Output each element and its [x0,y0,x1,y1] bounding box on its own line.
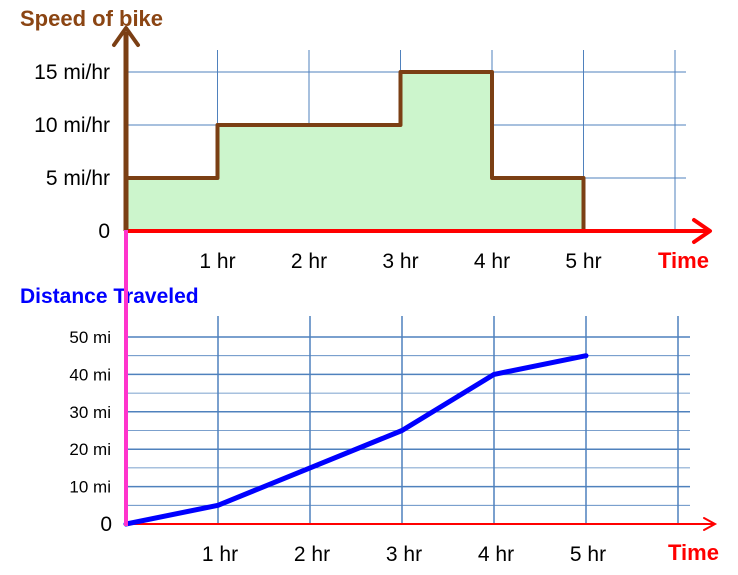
distance-x-tick-labels: 1 hr 2 hr 3 hr 4 hr 5 hr [202,543,606,566]
speed-y-tick-label: 10 mi/hr [34,114,110,137]
distance-line [123,353,589,527]
speed-y-tick-label: 5 mi/hr [46,167,110,190]
speed-y-tick-label: 15 mi/hr [34,61,110,84]
distance-x-axis-arrow-icon [703,517,718,531]
distance-y-tick-label: 20 mi [69,440,111,459]
distance-x-tick-label: 5 hr [570,543,606,566]
distance-x-tick-label: 3 hr [386,543,422,566]
speed-area-fill [126,72,584,231]
distance-x-axis-label: Time [668,540,719,565]
distance-y-tick-label: 30 mi [69,403,111,422]
speed-x-tick-label: 5 hr [565,250,601,273]
speed-x-tick-label: 3 hr [382,250,418,273]
speed-x-tick-labels: 1 hr 2 hr 3 hr 4 hr 5 hr [199,250,601,273]
distance-x-tick-label: 4 hr [478,543,514,566]
speed-x-axis-label: Time [658,248,709,273]
distance-y-tick-labels: 0 10 mi 20 mi 30 mi 40 mi 50 mi [69,328,112,536]
distance-y-tick-label: 0 [100,513,112,536]
speed-chart-title: Speed of bike [20,6,163,31]
distance-y-tick-label: 10 mi [69,478,111,497]
speed-chart: 0 5 mi/hr 10 mi/hr 15 mi/hr 1 hr 2 hr 3 hr 4 h… [20,6,712,273]
distance-y-tick-label: 40 mi [69,365,111,384]
speed-y-tick-label: 0 [98,220,110,243]
distance-chart-grid [126,316,690,525]
distance-y-tick-label: 50 mi [69,328,111,347]
distance-x-tick-label: 2 hr [294,543,330,566]
distance-chart: 0 10 mi 20 mi 30 mi 40 mi 50 mi 1 hr 2 hr 3 hr 4… [20,285,719,566]
distance-chart-title: Distance Traveled [20,285,199,308]
speed-x-tick-label: 2 hr [291,250,327,273]
speed-x-tick-label: 4 hr [474,250,510,273]
speed-x-tick-label: 1 hr [199,250,235,273]
speed-step-line [124,70,586,233]
speed-y-axis-arrow-icon [112,26,140,47]
speed-x-axis-arrow-icon [692,218,712,244]
distance-x-tick-label: 1 hr [202,543,238,566]
speed-y-tick-labels: 0 5 mi/hr 10 mi/hr 15 mi/hr [34,61,110,243]
